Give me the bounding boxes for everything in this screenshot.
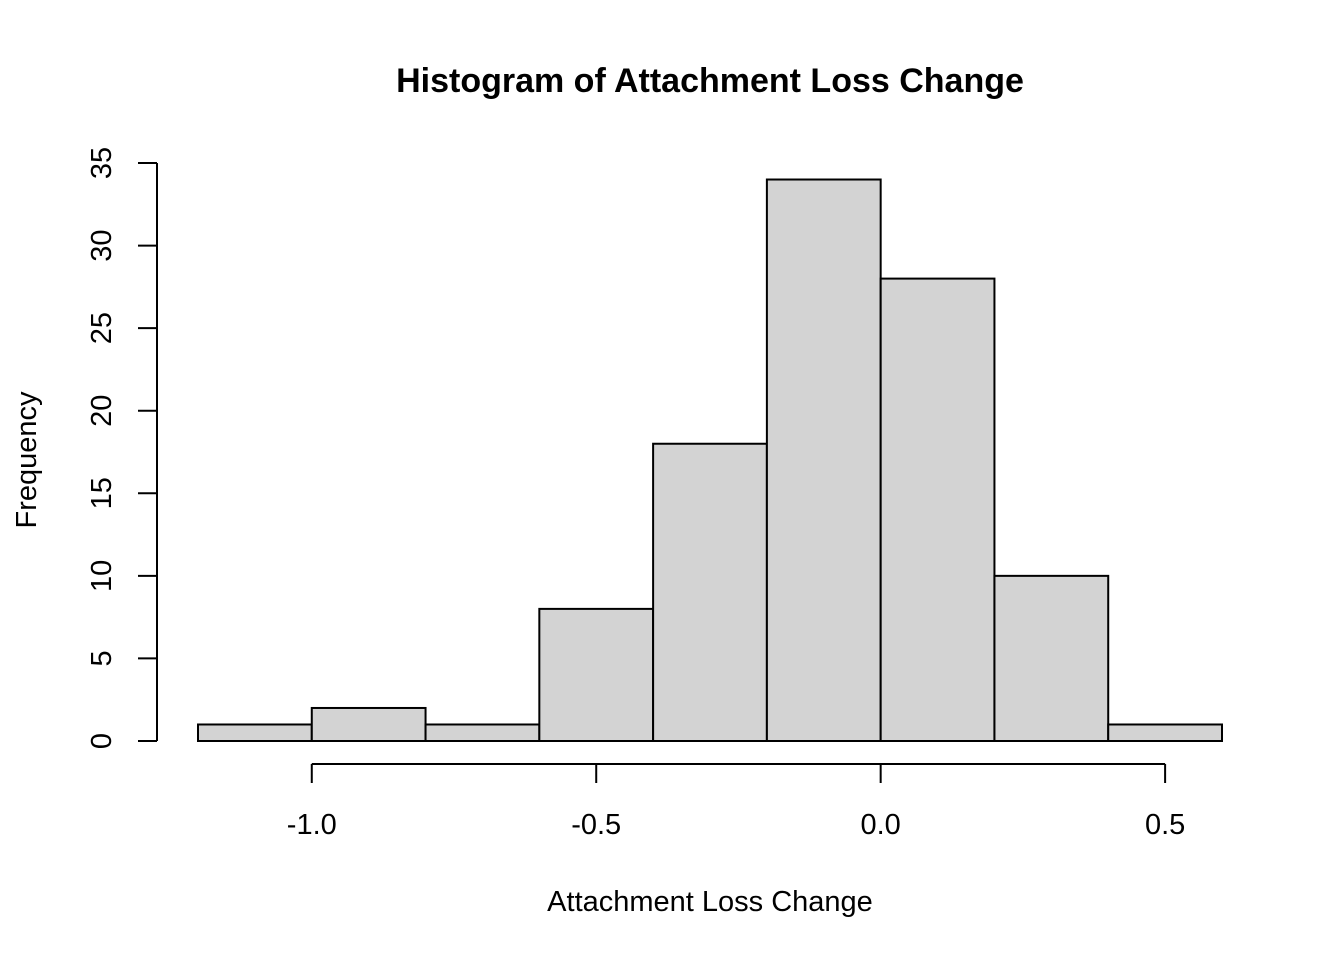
- x-axis: -1.0 -0.5 0.0 0.5: [287, 763, 1185, 841]
- x-tick-label: 0.5: [1145, 809, 1185, 841]
- histogram-bar: [1107, 723, 1223, 743]
- chart-title: Histogram of Attachment Loss Change: [396, 62, 1024, 100]
- histogram-bar: [310, 706, 427, 743]
- y-axis-label: Frequency: [11, 391, 43, 529]
- histogram-bar: [879, 277, 996, 742]
- histogram-bar: [197, 723, 313, 743]
- x-axis-label: Attachment Loss Change: [547, 886, 873, 918]
- x-tick-label: -1.0: [287, 809, 337, 841]
- y-tick-label: 35: [86, 147, 118, 179]
- y-tick-label: 25: [86, 312, 118, 344]
- y-tick-label: 0: [86, 733, 118, 749]
- y-tick-label: 20: [86, 395, 118, 427]
- histogram-bar: [993, 574, 1110, 742]
- y-tick-label: 5: [86, 650, 118, 666]
- histogram-bar: [765, 178, 882, 742]
- histogram-bar: [652, 442, 768, 742]
- bars-group: [197, 178, 1223, 743]
- y-axis: 0 5 10 15 20 25 30 35: [86, 147, 158, 749]
- histogram-bar: [538, 607, 655, 743]
- x-tick-label: 0.0: [861, 809, 901, 841]
- y-tick-label: 15: [86, 477, 118, 509]
- y-tick-label: 10: [86, 560, 118, 592]
- x-tick-label: -0.5: [571, 809, 621, 841]
- y-tick-label: 30: [86, 229, 118, 261]
- histogram-bar: [424, 723, 541, 743]
